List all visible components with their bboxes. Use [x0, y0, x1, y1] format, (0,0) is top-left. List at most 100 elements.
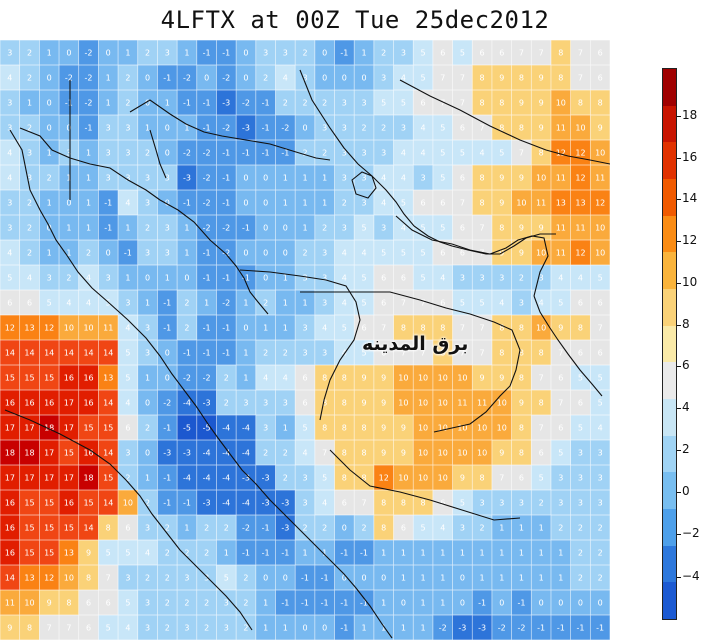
- grid-cell-value: 2: [578, 524, 583, 533]
- grid-cell: [472, 165, 493, 191]
- grid-cell-value: 14: [5, 349, 15, 358]
- grid-cell-value: 1: [401, 624, 406, 633]
- grid-cell-value: 0: [66, 199, 71, 208]
- grid-cell-value: -1: [321, 574, 329, 583]
- grid-cell: [236, 490, 257, 516]
- grid-cell-value: 10: [123, 499, 133, 508]
- grid-cell-value: 6: [598, 299, 603, 308]
- grid-cell-value: 0: [145, 274, 150, 283]
- grid-cell: [295, 465, 316, 491]
- grid-cell-value: 1: [558, 574, 563, 583]
- grid-cell-value: -1: [203, 49, 211, 58]
- grid-cell-value: 3: [578, 474, 583, 483]
- grid-cell: [255, 40, 276, 66]
- grid-cell: [39, 490, 60, 516]
- grid-cell: [216, 465, 237, 491]
- grid-cell: [196, 590, 217, 616]
- grid-cell-value: 7: [539, 49, 544, 58]
- grid-cell: [78, 65, 99, 91]
- grid-cell: [373, 540, 395, 566]
- grid-cell-value: 5: [460, 149, 465, 158]
- grid-cell-value: 2: [125, 474, 130, 483]
- grid-cell-value: 2: [27, 199, 32, 208]
- grid-cell-value: 3: [145, 324, 150, 333]
- grid-cell-value: 1: [302, 174, 307, 183]
- grid-cell: [393, 265, 414, 291]
- grid-cell-value: 8: [106, 524, 111, 533]
- grid-cell: [137, 440, 158, 466]
- grid-cell-value: -1: [242, 274, 250, 283]
- grid-cell-value: 9: [499, 374, 504, 383]
- grid-cell: [98, 565, 119, 591]
- grid-cell-value: 2: [322, 149, 327, 158]
- grid-cell: [157, 565, 178, 591]
- grid-cell-value: -4: [222, 449, 230, 458]
- grid-cell-value: 5: [421, 224, 426, 233]
- grid-cell: [590, 615, 610, 640]
- grid-cell-value: 2: [224, 374, 229, 383]
- grid-cell-value: 3: [480, 499, 485, 508]
- grid-cell: [196, 315, 217, 341]
- grid-cell: [570, 565, 591, 591]
- grid-cell: [216, 615, 237, 640]
- grid-cell-value: 3: [499, 499, 504, 508]
- grid-cell-value: 4: [421, 124, 426, 133]
- grid-cell: [137, 115, 158, 141]
- grid-cell-value: 2: [361, 524, 366, 533]
- grid-cell-value: 2: [361, 124, 366, 133]
- grid-cell-value: 3: [145, 349, 150, 358]
- grid-cell: [472, 365, 493, 391]
- grid-cell: [511, 390, 532, 416]
- grid-cell-value: 10: [438, 449, 448, 458]
- grid-cell: [354, 415, 375, 441]
- grid-cell: [413, 90, 434, 116]
- grid-cell: [118, 315, 139, 341]
- grid-cell: [157, 465, 178, 491]
- grid-cell-value: 3: [558, 499, 563, 508]
- grid-cell: [39, 415, 60, 441]
- grid-cell-value: -2: [222, 224, 230, 233]
- grid-cell: [236, 165, 257, 191]
- grid-cell-value: 4: [125, 624, 130, 633]
- grid-cell: [0, 265, 21, 291]
- grid-cell: [432, 465, 454, 491]
- grid-cell: [98, 90, 119, 116]
- grid-cell-value: 2: [125, 99, 130, 108]
- grid-cell: [452, 615, 473, 640]
- grid-cell-value: 10: [398, 374, 408, 383]
- grid-cell: [275, 390, 296, 416]
- grid-cell-value: 10: [418, 449, 428, 458]
- grid-cell-value: -4: [222, 424, 230, 433]
- grid-cell-value: 13: [24, 324, 34, 333]
- grid-cell-value: -1: [340, 624, 348, 633]
- grid-cell: [216, 90, 237, 116]
- grid-cell-value: -1: [242, 149, 250, 158]
- grid-cell-value: 2: [243, 624, 248, 633]
- grid-cell-value: -1: [596, 624, 604, 633]
- grid-cell: [295, 515, 316, 541]
- grid-cell: [491, 265, 513, 291]
- grid-cell: [78, 540, 99, 566]
- grid-cell: [39, 265, 60, 291]
- grid-cell-value: 3: [283, 49, 288, 58]
- grid-cell: [118, 140, 139, 166]
- grid-cell: [19, 290, 40, 316]
- grid-cell: [157, 140, 178, 166]
- grid-cell-value: 15: [24, 499, 34, 508]
- legend-tick-label: 2: [682, 442, 690, 456]
- grid-cell-value: 2: [145, 49, 150, 58]
- grid-cell: [511, 340, 532, 366]
- grid-cell-value: 3: [578, 449, 583, 458]
- grid-cell-value: -3: [458, 624, 466, 633]
- grid-cell-value: 8: [519, 349, 524, 358]
- grid-cell-value: -1: [183, 199, 191, 208]
- grid-cell-value: 6: [578, 399, 583, 408]
- grid-cell-value: -3: [262, 499, 270, 508]
- legend-tick-mark: [677, 366, 681, 367]
- grid-cell-value: 3: [165, 249, 170, 258]
- grid-cell-value: 8: [558, 74, 563, 83]
- grid-cell: [354, 365, 375, 391]
- grid-cell: [216, 140, 237, 166]
- grid-cell: [432, 140, 454, 166]
- grid-cell: [413, 565, 434, 591]
